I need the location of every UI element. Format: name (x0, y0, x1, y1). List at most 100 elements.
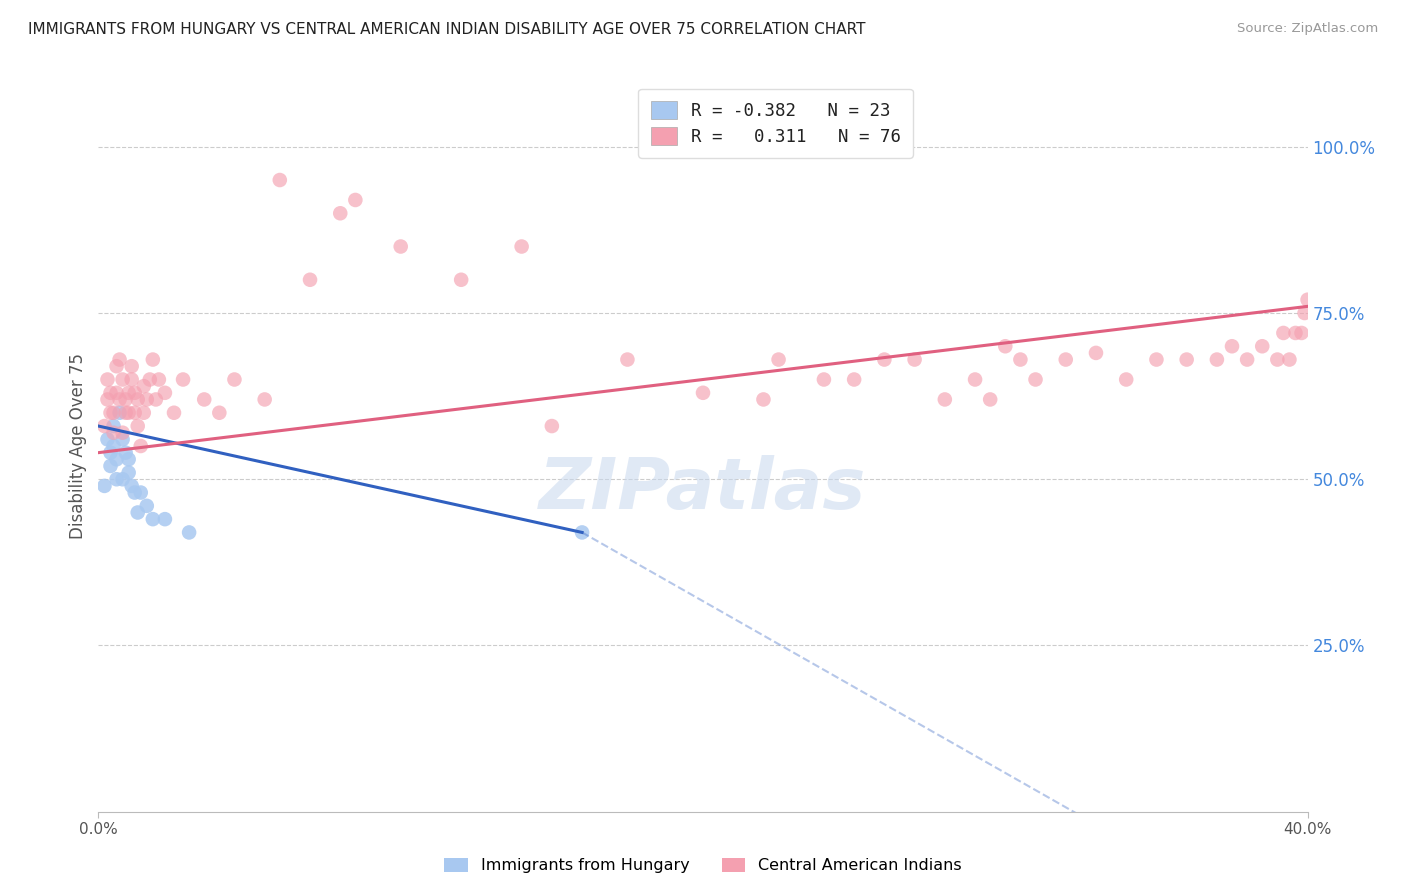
Point (145, 392, 167, 407)
Point (1272, 326, 1295, 340)
Point (100, 385, 122, 400)
Point (208, 406, 231, 420)
Point (253, 392, 276, 407)
Point (1284, 326, 1306, 340)
Point (1236, 352, 1258, 367)
Point (124, 385, 146, 400)
Point (1291, 326, 1313, 340)
Point (132, 406, 155, 420)
Point (129, 485, 152, 500)
Point (193, 392, 215, 407)
Point (979, 392, 1001, 407)
Point (813, 372, 835, 386)
Point (873, 352, 896, 367)
Point (108, 352, 131, 367)
Point (142, 512, 165, 526)
Point (934, 392, 956, 407)
Point (124, 485, 146, 500)
Point (148, 372, 170, 386)
Point (93, 479, 115, 493)
Point (127, 506, 149, 520)
Point (100, 406, 122, 420)
Point (96, 392, 118, 407)
Point (100, 458, 122, 473)
Point (1206, 352, 1229, 367)
Point (135, 499, 157, 513)
Point (1054, 352, 1077, 367)
Point (163, 406, 186, 420)
Point (139, 372, 162, 386)
Point (692, 385, 714, 400)
Point (114, 392, 136, 407)
Point (1220, 339, 1243, 353)
Legend: Immigrants from Hungary, Central American Indians: Immigrants from Hungary, Central America… (437, 851, 969, 880)
Point (142, 352, 165, 367)
Point (1294, 306, 1316, 320)
Point (1010, 352, 1032, 367)
Point (1267, 352, 1289, 367)
Point (752, 392, 775, 407)
Point (1251, 339, 1274, 353)
Point (114, 445, 136, 459)
Point (118, 466, 141, 480)
Point (111, 472, 134, 486)
Point (994, 339, 1017, 353)
Point (103, 419, 125, 434)
Point (105, 359, 128, 374)
Point (1278, 352, 1301, 367)
Point (127, 419, 149, 434)
Text: IMMIGRANTS FROM HUNGARY VS CENTRAL AMERICAN INDIAN DISABILITY AGE OVER 75 CORREL: IMMIGRANTS FROM HUNGARY VS CENTRAL AMERI… (28, 22, 866, 37)
Point (114, 406, 136, 420)
Point (111, 433, 134, 447)
Point (153, 385, 176, 400)
Point (121, 479, 143, 493)
Point (1296, 293, 1319, 307)
Point (121, 372, 143, 386)
Point (135, 392, 157, 407)
Point (1175, 352, 1198, 367)
Point (105, 472, 128, 486)
Point (111, 372, 134, 386)
Point (105, 385, 128, 400)
Point (103, 425, 125, 440)
Point (172, 372, 194, 386)
Point (118, 452, 141, 467)
Point (129, 439, 152, 453)
Point (111, 425, 134, 440)
Point (269, 173, 291, 187)
Point (121, 359, 143, 374)
Point (108, 392, 131, 407)
Point (100, 445, 122, 459)
Point (1024, 372, 1046, 386)
Legend: R = -0.382   N = 23, R =   0.311   N = 76: R = -0.382 N = 23, R = 0.311 N = 76 (638, 89, 912, 158)
Point (616, 352, 638, 367)
Point (224, 372, 246, 386)
Point (93, 419, 115, 434)
Point (299, 273, 322, 287)
Point (540, 419, 562, 434)
Point (103, 406, 125, 420)
Point (127, 392, 149, 407)
Text: Source: ZipAtlas.com: Source: ZipAtlas.com (1237, 22, 1378, 36)
Point (389, 239, 412, 253)
Point (510, 239, 533, 253)
Point (344, 193, 367, 207)
Point (96, 433, 118, 447)
Point (1115, 372, 1137, 386)
Y-axis label: Disability Age Over 75: Disability Age Over 75 (69, 353, 87, 539)
Point (571, 525, 593, 540)
Point (105, 452, 128, 467)
Point (1085, 346, 1108, 360)
Point (132, 379, 155, 393)
Point (118, 406, 141, 420)
Text: ZIPatlas: ZIPatlas (540, 456, 866, 524)
Point (108, 406, 131, 420)
Point (153, 512, 176, 526)
Point (1144, 352, 1167, 367)
Point (768, 352, 790, 367)
Point (844, 372, 866, 386)
Point (124, 406, 146, 420)
Point (179, 525, 201, 540)
Point (904, 352, 927, 367)
Point (103, 439, 125, 453)
